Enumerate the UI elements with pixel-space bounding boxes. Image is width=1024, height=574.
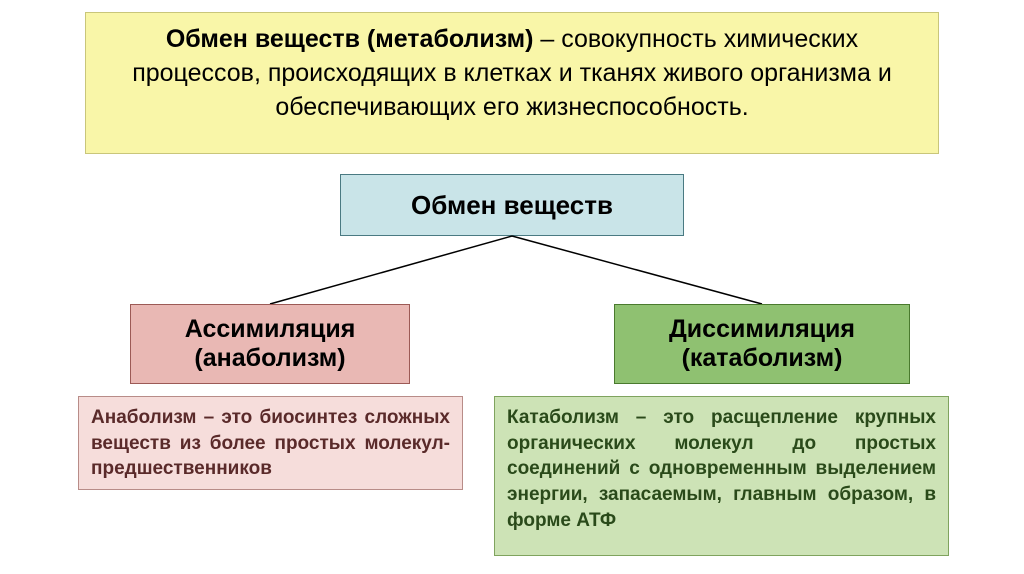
left-branch-title: Ассимиляция (анаболизм) (130, 304, 410, 384)
definition-box: Обмен веществ (метаболизм) – совокупност… (85, 12, 939, 154)
right-branch-title: Диссимиляция (катаболизм) (614, 304, 910, 384)
right-branch-title-text: Диссимиляция (катаболизм) (669, 315, 855, 373)
definition-text: Обмен веществ (метаболизм) – совокупност… (132, 25, 892, 121)
definition-bold: Обмен веществ (метаболизм) (166, 25, 534, 53)
left-branch-title-text: Ассимиляция (анаболизм) (185, 315, 356, 373)
root-node: Обмен веществ (340, 174, 684, 236)
root-label: Обмен веществ (411, 190, 613, 221)
connector-left (270, 236, 512, 304)
right-branch-desc: Катаболизм – это расщепление крупных орг… (494, 396, 949, 556)
connector-right (512, 236, 762, 304)
left-desc-bold: Анаболизм (91, 407, 196, 428)
right-desc-bold: Катаболизм (507, 407, 619, 428)
left-branch-desc: Анаболизм – это биосинтез сложных вещест… (78, 396, 463, 490)
